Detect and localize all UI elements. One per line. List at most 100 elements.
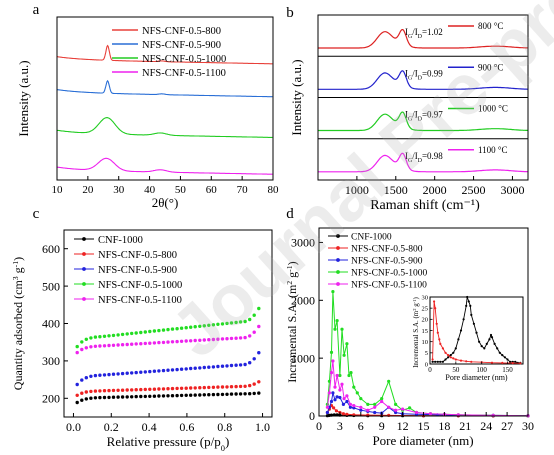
panel-c-data-point	[98, 344, 102, 348]
panel-d-inset-frame	[429, 296, 524, 365]
panel-c-data-point	[234, 320, 238, 325]
panel-d-data-point	[345, 399, 349, 404]
panel-c-data-point	[225, 337, 229, 341]
panel-d-inset-data-point	[493, 342, 496, 345]
panel-d-inset-data-point	[444, 351, 447, 354]
panel-c-data-point	[184, 339, 188, 343]
panel-c: CNF-1000 NFS-CNF-0.5-800 NFS-CNF-0.5-900 NF…	[11, 206, 271, 453]
panel-b-legend-label: 900 °C	[478, 62, 503, 72]
panel-b-series-line	[318, 70, 528, 90]
panel-d-xlabel: Pore diameter (nm)	[372, 433, 473, 448]
panel-c-data-point	[207, 385, 211, 390]
panel-d-inset-data-point	[478, 340, 481, 343]
panel-c-data-point	[80, 391, 84, 395]
panel-c-data-point	[189, 366, 193, 371]
panel-d-data-point	[333, 385, 337, 389]
panel-c-xtick-label: 0.4	[142, 420, 157, 434]
panel-c-data-point	[175, 386, 179, 391]
panel-c-data-point	[152, 329, 157, 333]
panel-c-data-point	[125, 332, 129, 336]
panel-c-data-point	[257, 324, 261, 329]
panel-d-data-point	[366, 402, 370, 406]
panel-c-data-point	[248, 392, 252, 396]
panel-c-data-point	[130, 371, 134, 375]
panel-b-xtick-label: 1000	[345, 183, 369, 197]
panel-d-data-point	[331, 359, 335, 363]
panel-c-ytick-label: 500	[42, 279, 60, 293]
panel-c-data-point	[98, 389, 102, 393]
panel-b-ratio-label: IG/ID=0.98	[405, 151, 443, 164]
panel-c-data-point	[193, 386, 197, 390]
panel-d-inset-data-point	[469, 304, 472, 307]
panel-c-data-point	[243, 335, 247, 340]
panel-c-legend-label: CNF-1000	[98, 235, 143, 246]
panel-b-xtick-label: 2000	[423, 183, 447, 197]
panel-d-data-point	[380, 399, 384, 404]
panel-c-data-point	[116, 388, 120, 392]
panel-c-data-point	[75, 382, 79, 387]
panel-c-data-point	[179, 386, 184, 390]
panel-d-inset-data-point	[438, 338, 441, 341]
panel-d: CNF-1000 NFS-CNF-0.5-800 NFS-CNF-0.5-900 NF…	[285, 206, 535, 448]
panel-c-data-point	[198, 366, 202, 370]
panel-d-data-point	[329, 371, 334, 375]
panel-c-data-point	[248, 317, 252, 322]
panel-c-data-point	[189, 325, 193, 329]
panel-c-ytick-label: 400	[42, 317, 60, 331]
panel-b-xtick-label: 3000	[500, 183, 524, 197]
panel-c-data-point	[80, 347, 84, 352]
panel-a-xlabel: 2θ(°)	[152, 195, 179, 210]
panel-c-data-point	[252, 391, 256, 396]
panel-c-data-point	[216, 364, 220, 369]
panel-c-data-point	[170, 386, 175, 391]
panel-d-xtick-label: 30	[522, 419, 534, 433]
panel-d-frame	[318, 227, 529, 417]
panel-d-xtick-label: 3	[337, 419, 343, 433]
panel-d-inset-data-point	[447, 354, 450, 357]
panel-c-data-point	[161, 340, 166, 345]
panel-c-data-point	[175, 367, 179, 372]
panel-c-data-point	[220, 337, 225, 341]
panel-c-data-point	[161, 394, 166, 398]
panel-d-inset-xtick-label: 50	[452, 366, 460, 374]
panel-d-series-line	[326, 392, 529, 417]
panel-d-data-point	[335, 319, 339, 323]
panel-c-data-point	[120, 332, 125, 337]
panel-c-data-point	[225, 321, 229, 326]
panel-d-inset-data-point	[511, 362, 514, 365]
panel-c-data-point	[75, 344, 79, 349]
panel-d-data-point	[325, 405, 329, 409]
panel-d-data-point	[355, 391, 359, 395]
panel-d-inset-data-point	[489, 333, 493, 337]
panel-b-legend-label: 800 °C	[478, 21, 503, 31]
panel-c-data-point	[193, 338, 197, 343]
panel-d-inset-data-point	[434, 307, 437, 310]
panel-a: NFS-CNF-0.5-800 NFS-CNF-0.5-900 NFS-CNF-0.…	[16, 2, 279, 210]
panel-a-legend-label: NFS-CNF-0.5-1100	[142, 68, 226, 79]
panel-c-data-point	[193, 366, 197, 370]
panel-d-data-point	[401, 407, 405, 411]
panel-d-data-point	[331, 391, 335, 395]
panel-c-data-point	[170, 327, 175, 331]
panel-d-inset-data-point	[459, 329, 463, 332]
panel-c-data-point	[143, 387, 147, 392]
panel-c-data-point	[134, 394, 138, 399]
panel-c-data-point	[257, 351, 261, 355]
panel-d-inset-xtick-label: 150	[502, 366, 513, 374]
panel-c-data-point	[184, 326, 188, 330]
panel-a-xtick-label: 80	[268, 184, 280, 196]
panel-c-data-point	[216, 337, 220, 341]
panel-d-data-point	[359, 397, 363, 401]
panel-c-data-point	[84, 390, 89, 394]
panel-d-inset-data-point	[439, 342, 442, 345]
panel-d-ytick-label: 1000	[291, 351, 315, 365]
panel-c-data-point	[166, 340, 170, 344]
panel-c-data-point	[179, 339, 184, 343]
panel-d-ytick-label: 2000	[291, 294, 315, 308]
panel-a-xtick-label: 40	[144, 184, 156, 196]
panel-b-series-line	[318, 29, 528, 49]
panel-c-data-point	[152, 387, 157, 391]
panel-c-data-point	[229, 392, 234, 396]
panel-c-data-point	[134, 331, 138, 335]
panel-c-data-point	[93, 389, 98, 393]
